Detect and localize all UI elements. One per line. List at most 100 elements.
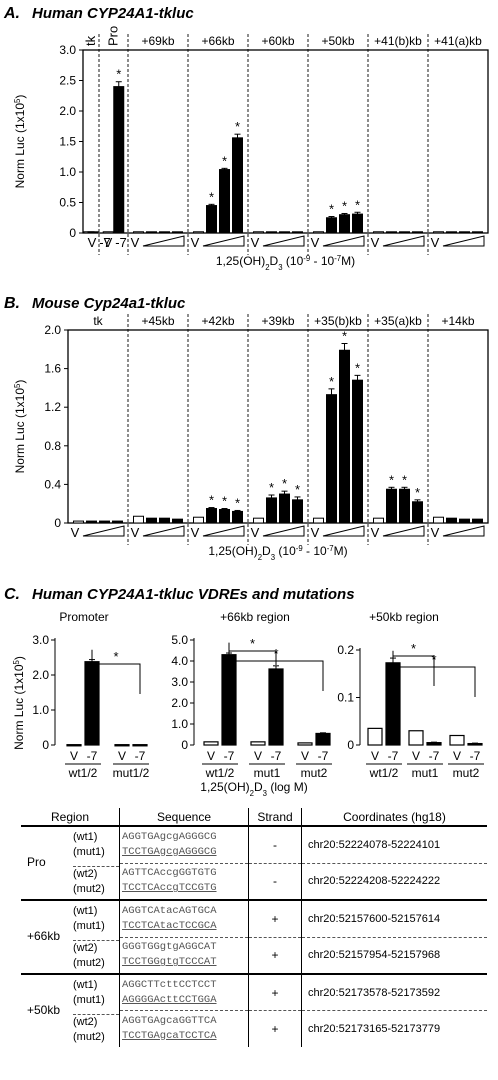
bar (433, 516, 444, 524)
significance-star: * (389, 472, 394, 487)
y-tick-label: 0 (69, 226, 76, 240)
bar (87, 231, 99, 234)
dose-ramp-wedge (382, 235, 425, 247)
group-label: +14kb (441, 314, 474, 328)
x-label-vehicle: V (131, 525, 140, 540)
strand-cell: - (248, 826, 302, 863)
subpanel-title: +66kb region (220, 610, 290, 624)
x-label-vehicle: V (311, 235, 320, 250)
y-tick-label: 3.0 (171, 675, 188, 689)
construct-label: (wt1) (mut1) (73, 979, 105, 1006)
bar (373, 231, 384, 234)
x-group-label: mut1/2 (113, 766, 150, 780)
vdre-sequence-table: Region Sequence Strand Coordinates (hg18… (21, 808, 487, 1047)
figure-canvas: A. Human CYP24A1-tkluc 0 0.5 1.0 1.5 2.0 2.5 3.0… (3, 5, 489, 798)
bar (459, 518, 470, 524)
x-label-treatment: -7 (87, 749, 98, 763)
significance-star: * (355, 197, 360, 212)
significance-star: * (209, 189, 214, 204)
header-coordinates: Coordinates (hg18) (301, 808, 487, 827)
header-sequence: Sequence (119, 808, 249, 827)
dose-ramp-wedge (322, 525, 365, 537)
sequence-cell: AGTTCAccgGGTGTG TCCTCAccgTCCGTG (119, 862, 249, 900)
group-label: +60kb (261, 34, 294, 48)
y-tick-label: 3.0 (59, 43, 76, 57)
bar (315, 732, 331, 746)
coordinate-cell: chr20:52224078-52224101 (308, 838, 441, 851)
table-body: Pro (wt1) (mut1) (wt2) (mut2) AGGTGAgcgAGGGCG… (21, 826, 487, 1047)
bar (66, 744, 82, 747)
significance-star: * (342, 198, 347, 213)
bar (386, 488, 397, 524)
x-label-treatment: V (70, 749, 78, 763)
y-tick-label: 0 (181, 738, 188, 752)
y-tick-label: 0.4 (44, 477, 61, 491)
y-axis-label: Norm Luc (1x105) (12, 656, 27, 750)
mutant-sequence: TCCTCAccgTCCGTG (122, 882, 217, 895)
significance-star: * (235, 119, 240, 134)
bar (146, 517, 157, 524)
significance-star: * (431, 652, 436, 667)
x-label-vehicle: V (371, 525, 380, 540)
x-label-treatment: V (301, 749, 309, 763)
plot-frame (67, 329, 489, 524)
group-label: +41(a)kb (434, 34, 482, 48)
x-label-treatment: -7 (470, 749, 481, 763)
bar (352, 379, 363, 524)
header-strand: Strand (248, 808, 302, 827)
panel-title: Human CYP24A1-tkluc (32, 5, 194, 22)
mutant-sequence: TCCTGAgcgAGGGCG (122, 845, 217, 858)
bar (373, 517, 384, 524)
mutant-sequence: TCCTGGgtgTCCCAT (122, 956, 217, 969)
region-label: +50kb (27, 1003, 61, 1017)
region-cell: +66kb (wt1) (mut1) (wt2) (mut2) (21, 899, 120, 974)
bar (206, 508, 217, 524)
dose-ramp-wedge (262, 525, 305, 537)
sequence-cell: AGGTCAtacAGTGCA TCCTCAtacTCCGCA (119, 899, 249, 937)
group-label: +35(a)kb (374, 314, 422, 328)
bar (172, 518, 183, 524)
bar (268, 668, 284, 746)
bar (219, 169, 230, 234)
bar (352, 213, 363, 234)
x-group-label: wt1/2 (205, 766, 235, 780)
y-tick-label: 2.5 (59, 74, 76, 88)
bar (172, 231, 183, 234)
table-row: AGTTCAccgGGTGTG TCCTCAccgTCCGTG - chr20:522… (21, 862, 487, 900)
significance-star: * (402, 472, 407, 487)
group-label: +39kb (261, 314, 294, 328)
bar (313, 517, 324, 524)
significance-star: * (329, 374, 334, 389)
sequence-cell: AGGCTTcttCCTCCT AGGGGActtCCTGGA (119, 973, 249, 1011)
table-row: +66kb (wt1) (mut1) (wt2) (mut2) AGGTCAtacAGTG… (21, 899, 487, 974)
y-tick-label: 0.1 (337, 691, 354, 705)
significance-star: * (222, 153, 227, 168)
subpanel-title: Promoter (59, 610, 108, 624)
x-label-treatment: V (254, 749, 262, 763)
dose-ramp-wedge (262, 235, 305, 247)
bar (367, 727, 383, 746)
panel-letter: B. (4, 295, 20, 312)
bar (326, 217, 337, 234)
mutant-sequence: TCCTCAtacTCCGCA (122, 919, 217, 932)
group-label: +66kb (201, 34, 234, 48)
dose-ramp-wedge (202, 525, 245, 537)
x-label-treatment: V (118, 749, 126, 763)
bar (206, 205, 217, 234)
bar (86, 520, 97, 524)
x-label-treatment: V (453, 749, 461, 763)
wildtype-sequence: AGTTCAccgGGTGTG (122, 867, 217, 880)
bar (408, 730, 424, 746)
dose-ramp-wedge (142, 525, 185, 537)
bar (253, 231, 264, 234)
y-tick-label: 0 (347, 738, 354, 752)
table-row: GGGTGGgtgAGGCAT TCCTGGgtgTCCCAT + chr20:521… (21, 936, 487, 974)
bar (159, 231, 170, 234)
panel-letter: A. (3, 5, 20, 22)
x-axis-label: 1,25(OH)2D3 (10-9 - 10-7M) (216, 254, 355, 272)
mutant-sequence: AGGGGActtCCTGGA (122, 993, 217, 1006)
bar (339, 349, 350, 524)
x-group-label: wt1/2 (68, 766, 98, 780)
significance-star: * (269, 480, 274, 495)
significance-star: * (342, 329, 347, 344)
